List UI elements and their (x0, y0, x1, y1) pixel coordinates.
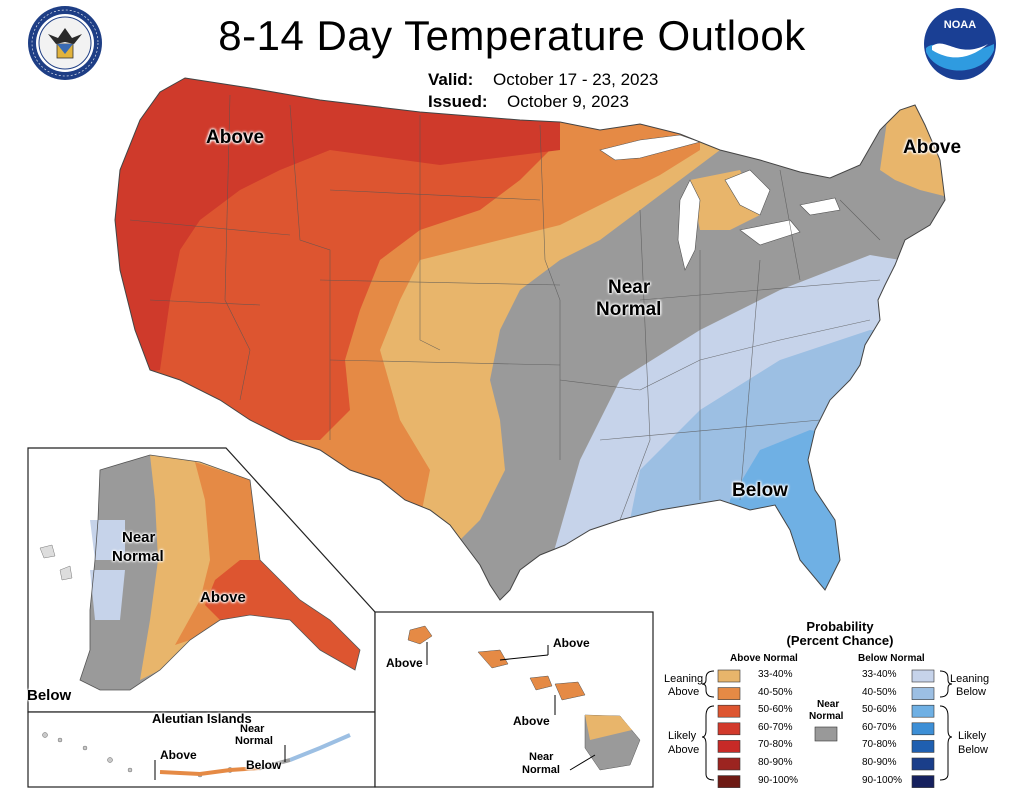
noaa-logo-icon: NOAA (924, 8, 996, 80)
conus-below-label: Below (732, 480, 788, 501)
aleutian-above-label: Above (160, 748, 197, 762)
above-label-3: 60-70% (758, 721, 793, 733)
above-swatch-1 (717, 687, 741, 700)
above-swatch-4 (717, 740, 741, 753)
above-swatch-0 (717, 669, 741, 683)
aleutian-near-label-2: Normal (235, 735, 273, 747)
legend-likely-above-1: Likely (668, 730, 697, 742)
valid-label: Valid: (428, 70, 474, 89)
below-swatch-0 (911, 669, 935, 683)
aleutian-title: Aleutian Islands (152, 711, 252, 726)
below-label-3: 60-70% (862, 721, 897, 733)
below-swatch-6 (911, 775, 935, 788)
below-swatch-5 (911, 757, 935, 771)
valid-date-range: October 17 - 23, 2023 (493, 70, 659, 89)
above-label-1: 40-50% (758, 686, 793, 698)
conus-near-normal-label-1: Near (608, 277, 651, 298)
legend-leaning-above-1: Leaning (664, 673, 704, 685)
legend-above-header: Above Normal (730, 653, 798, 664)
legend-title-2: (Percent Chance) (786, 633, 894, 648)
legend-leaning-below-1: Leaning (950, 673, 990, 685)
below-label-1: 40-50% (862, 686, 897, 698)
legend-near-normal-swatch (814, 726, 838, 742)
hawaii-near-label-1: Near (529, 751, 554, 763)
below-swatch-1 (911, 687, 935, 700)
hawaii-near-label-2: Normal (522, 764, 560, 776)
above-label-0: 33-40% (758, 669, 793, 680)
conus-above-west-label: Above (206, 127, 265, 148)
below-swatch-2 (911, 704, 935, 718)
legend-likely-below-1: Likely (958, 730, 987, 742)
alaska-above-label: Above (200, 589, 246, 606)
aleutian-near-label-1: Near (240, 723, 265, 735)
legend-likely-below-2: Below (958, 744, 988, 756)
legend-title-1: Probability (806, 619, 874, 634)
legend-likely-above-2: Above (668, 744, 700, 756)
svg-text:NOAA: NOAA (944, 19, 976, 31)
above-label-5: 80-90% (758, 757, 793, 768)
hawaii-above-label-1: Above (386, 656, 423, 670)
below-swatch-4 (911, 740, 935, 753)
alaska-inset (27, 447, 376, 713)
issued-label: Issued: (428, 92, 488, 111)
above-swatch-3 (717, 722, 741, 736)
alaska-below-label: Below (27, 687, 72, 704)
above-swatch-5 (717, 757, 741, 771)
above-label-6: 90-100% (758, 774, 799, 786)
below-label-6: 90-100% (862, 774, 903, 786)
alaska-near-normal-label-1: Near (122, 529, 156, 546)
below-label-4: 70-80% (862, 739, 897, 751)
above-label-2: 50-60% (758, 704, 793, 716)
below-label-5: 80-90% (862, 757, 897, 768)
conus-above-northeast-label: Above (903, 137, 962, 158)
above-label-4: 70-80% (758, 739, 793, 751)
legend-leaning-below-2: Below (956, 686, 986, 698)
below-label-0: 33-40% (862, 669, 897, 680)
above-swatch-6 (717, 775, 741, 788)
below-swatch-3 (911, 722, 935, 736)
issued-date: October 9, 2023 (507, 92, 629, 111)
above-swatch-2 (717, 704, 741, 718)
hawaii-above-label-2: Above (553, 636, 590, 650)
legend-leaning-above-2: Above (668, 686, 700, 698)
legend-below-header: Below Normal (858, 653, 925, 664)
page-title: 8-14 Day Temperature Outlook (218, 12, 806, 59)
legend-near-normal-2: Normal (809, 711, 844, 722)
conus-near-normal-label-2: Normal (596, 299, 662, 320)
hawaii-inset (154, 611, 654, 788)
commerce-seal-icon (28, 6, 102, 80)
below-label-2: 50-60% (862, 704, 897, 716)
alaska-near-normal-label-2: Normal (112, 548, 164, 565)
aleutian-below-label: Below (246, 758, 282, 772)
legend-near-normal-1: Near (817, 699, 840, 710)
hawaii-above-label-3: Above (513, 714, 550, 728)
